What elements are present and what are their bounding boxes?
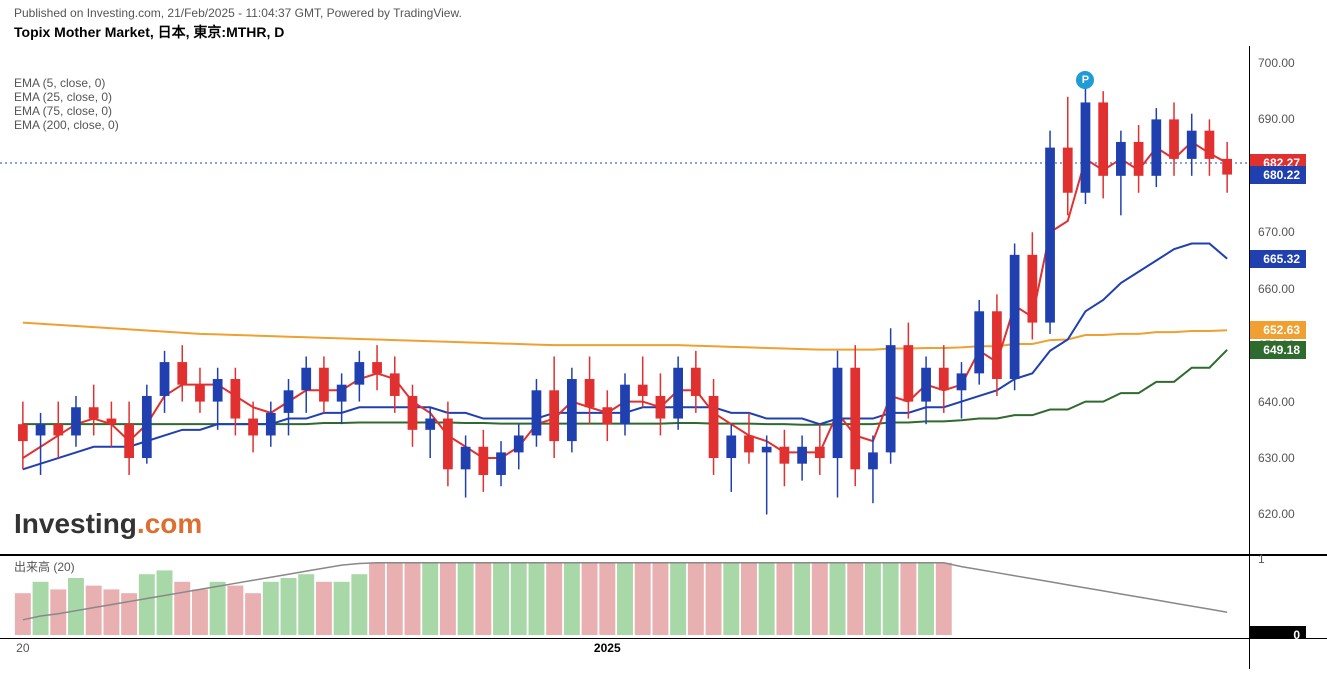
price-tick: 630.00 (1258, 451, 1295, 465)
volume-legend: 出来高 (20) (14, 558, 75, 575)
price-tick: 690.00 (1258, 112, 1295, 126)
price-value-tag: 652.63 (1250, 321, 1306, 339)
ema-legend-item: EMA (200, close, 0) (14, 118, 119, 132)
ema-legend: EMA (5, close, 0)EMA (25, close, 0)EMA (… (14, 76, 119, 132)
time-tick: 2025 (594, 641, 621, 655)
price-tick: 640.00 (1258, 395, 1295, 409)
volume-tick: 1 (1258, 552, 1265, 566)
price-value-tag: 680.22 (1250, 166, 1306, 184)
volume-y-axis: 010 (1249, 556, 1327, 638)
price-chart[interactable]: EMA (5, close, 0)EMA (25, close, 0)EMA (… (0, 46, 1327, 556)
time-tick: 20 (16, 641, 29, 655)
chart-title: Topix Mother Market, 日本, 東京:MTHR, D (0, 22, 1327, 46)
ema-legend-item: EMA (75, close, 0) (14, 104, 119, 118)
p-badge-icon: P (1076, 71, 1094, 89)
price-tick: 700.00 (1258, 56, 1295, 70)
price-value-tag: 665.32 (1250, 250, 1306, 268)
investing-watermark: Investing.com (14, 508, 202, 540)
price-y-axis: 620.00630.00640.00650.00660.00670.00680.… (1249, 46, 1327, 554)
ema-legend-item: EMA (5, close, 0) (14, 76, 119, 90)
volume-chart[interactable]: 出来高 (20) 010 (0, 556, 1327, 639)
price-tick: 660.00 (1258, 282, 1295, 296)
ema-legend-item: EMA (25, close, 0) (14, 90, 119, 104)
publish-info: Published on Investing.com, 21/Feb/2025 … (0, 0, 1327, 22)
price-tick: 670.00 (1258, 225, 1295, 239)
time-axis: 20 2025 (0, 639, 1327, 669)
price-tick: 620.00 (1258, 507, 1295, 521)
price-value-tag: 649.18 (1250, 341, 1306, 359)
